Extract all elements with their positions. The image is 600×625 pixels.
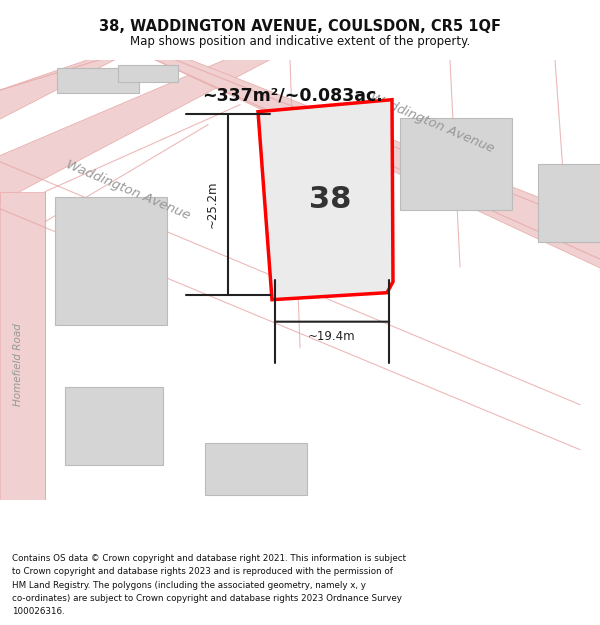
Text: HM Land Registry. The polygons (including the associated geometry, namely x, y: HM Land Registry. The polygons (includin… — [12, 581, 366, 589]
Bar — [400, 118, 512, 210]
Polygon shape — [155, 60, 600, 272]
Text: Homefield Road: Homefield Road — [13, 323, 23, 406]
Text: 38, WADDINGTON AVENUE, COULSDON, CR5 1QF: 38, WADDINGTON AVENUE, COULSDON, CR5 1QF — [99, 19, 501, 34]
Text: Waddington Avenue: Waddington Avenue — [368, 91, 496, 155]
Text: to Crown copyright and database rights 2023 and is reproduced with the permissio: to Crown copyright and database rights 2… — [12, 568, 393, 576]
Text: Map shows position and indicative extent of the property.: Map shows position and indicative extent… — [130, 36, 470, 48]
Bar — [65, 387, 163, 464]
Bar — [538, 164, 600, 242]
Bar — [272, 132, 380, 282]
Text: ~25.2m: ~25.2m — [206, 181, 219, 228]
Text: ~337m²/~0.083ac.: ~337m²/~0.083ac. — [202, 87, 382, 105]
Bar — [55, 197, 167, 325]
Bar — [118, 65, 178, 82]
Bar — [205, 442, 307, 495]
Text: Contains OS data © Crown copyright and database right 2021. This information is : Contains OS data © Crown copyright and d… — [12, 554, 406, 563]
Text: Waddington Avenue: Waddington Avenue — [64, 158, 192, 222]
Text: ~19.4m: ~19.4m — [308, 330, 356, 343]
Polygon shape — [0, 192, 45, 499]
Text: co-ordinates) are subject to Crown copyright and database rights 2023 Ordnance S: co-ordinates) are subject to Crown copyr… — [12, 594, 402, 602]
Polygon shape — [0, 60, 270, 205]
Text: 100026316.: 100026316. — [12, 607, 65, 616]
Bar — [57, 68, 139, 92]
Text: 38: 38 — [309, 185, 351, 214]
Polygon shape — [258, 100, 393, 299]
Polygon shape — [0, 60, 115, 122]
